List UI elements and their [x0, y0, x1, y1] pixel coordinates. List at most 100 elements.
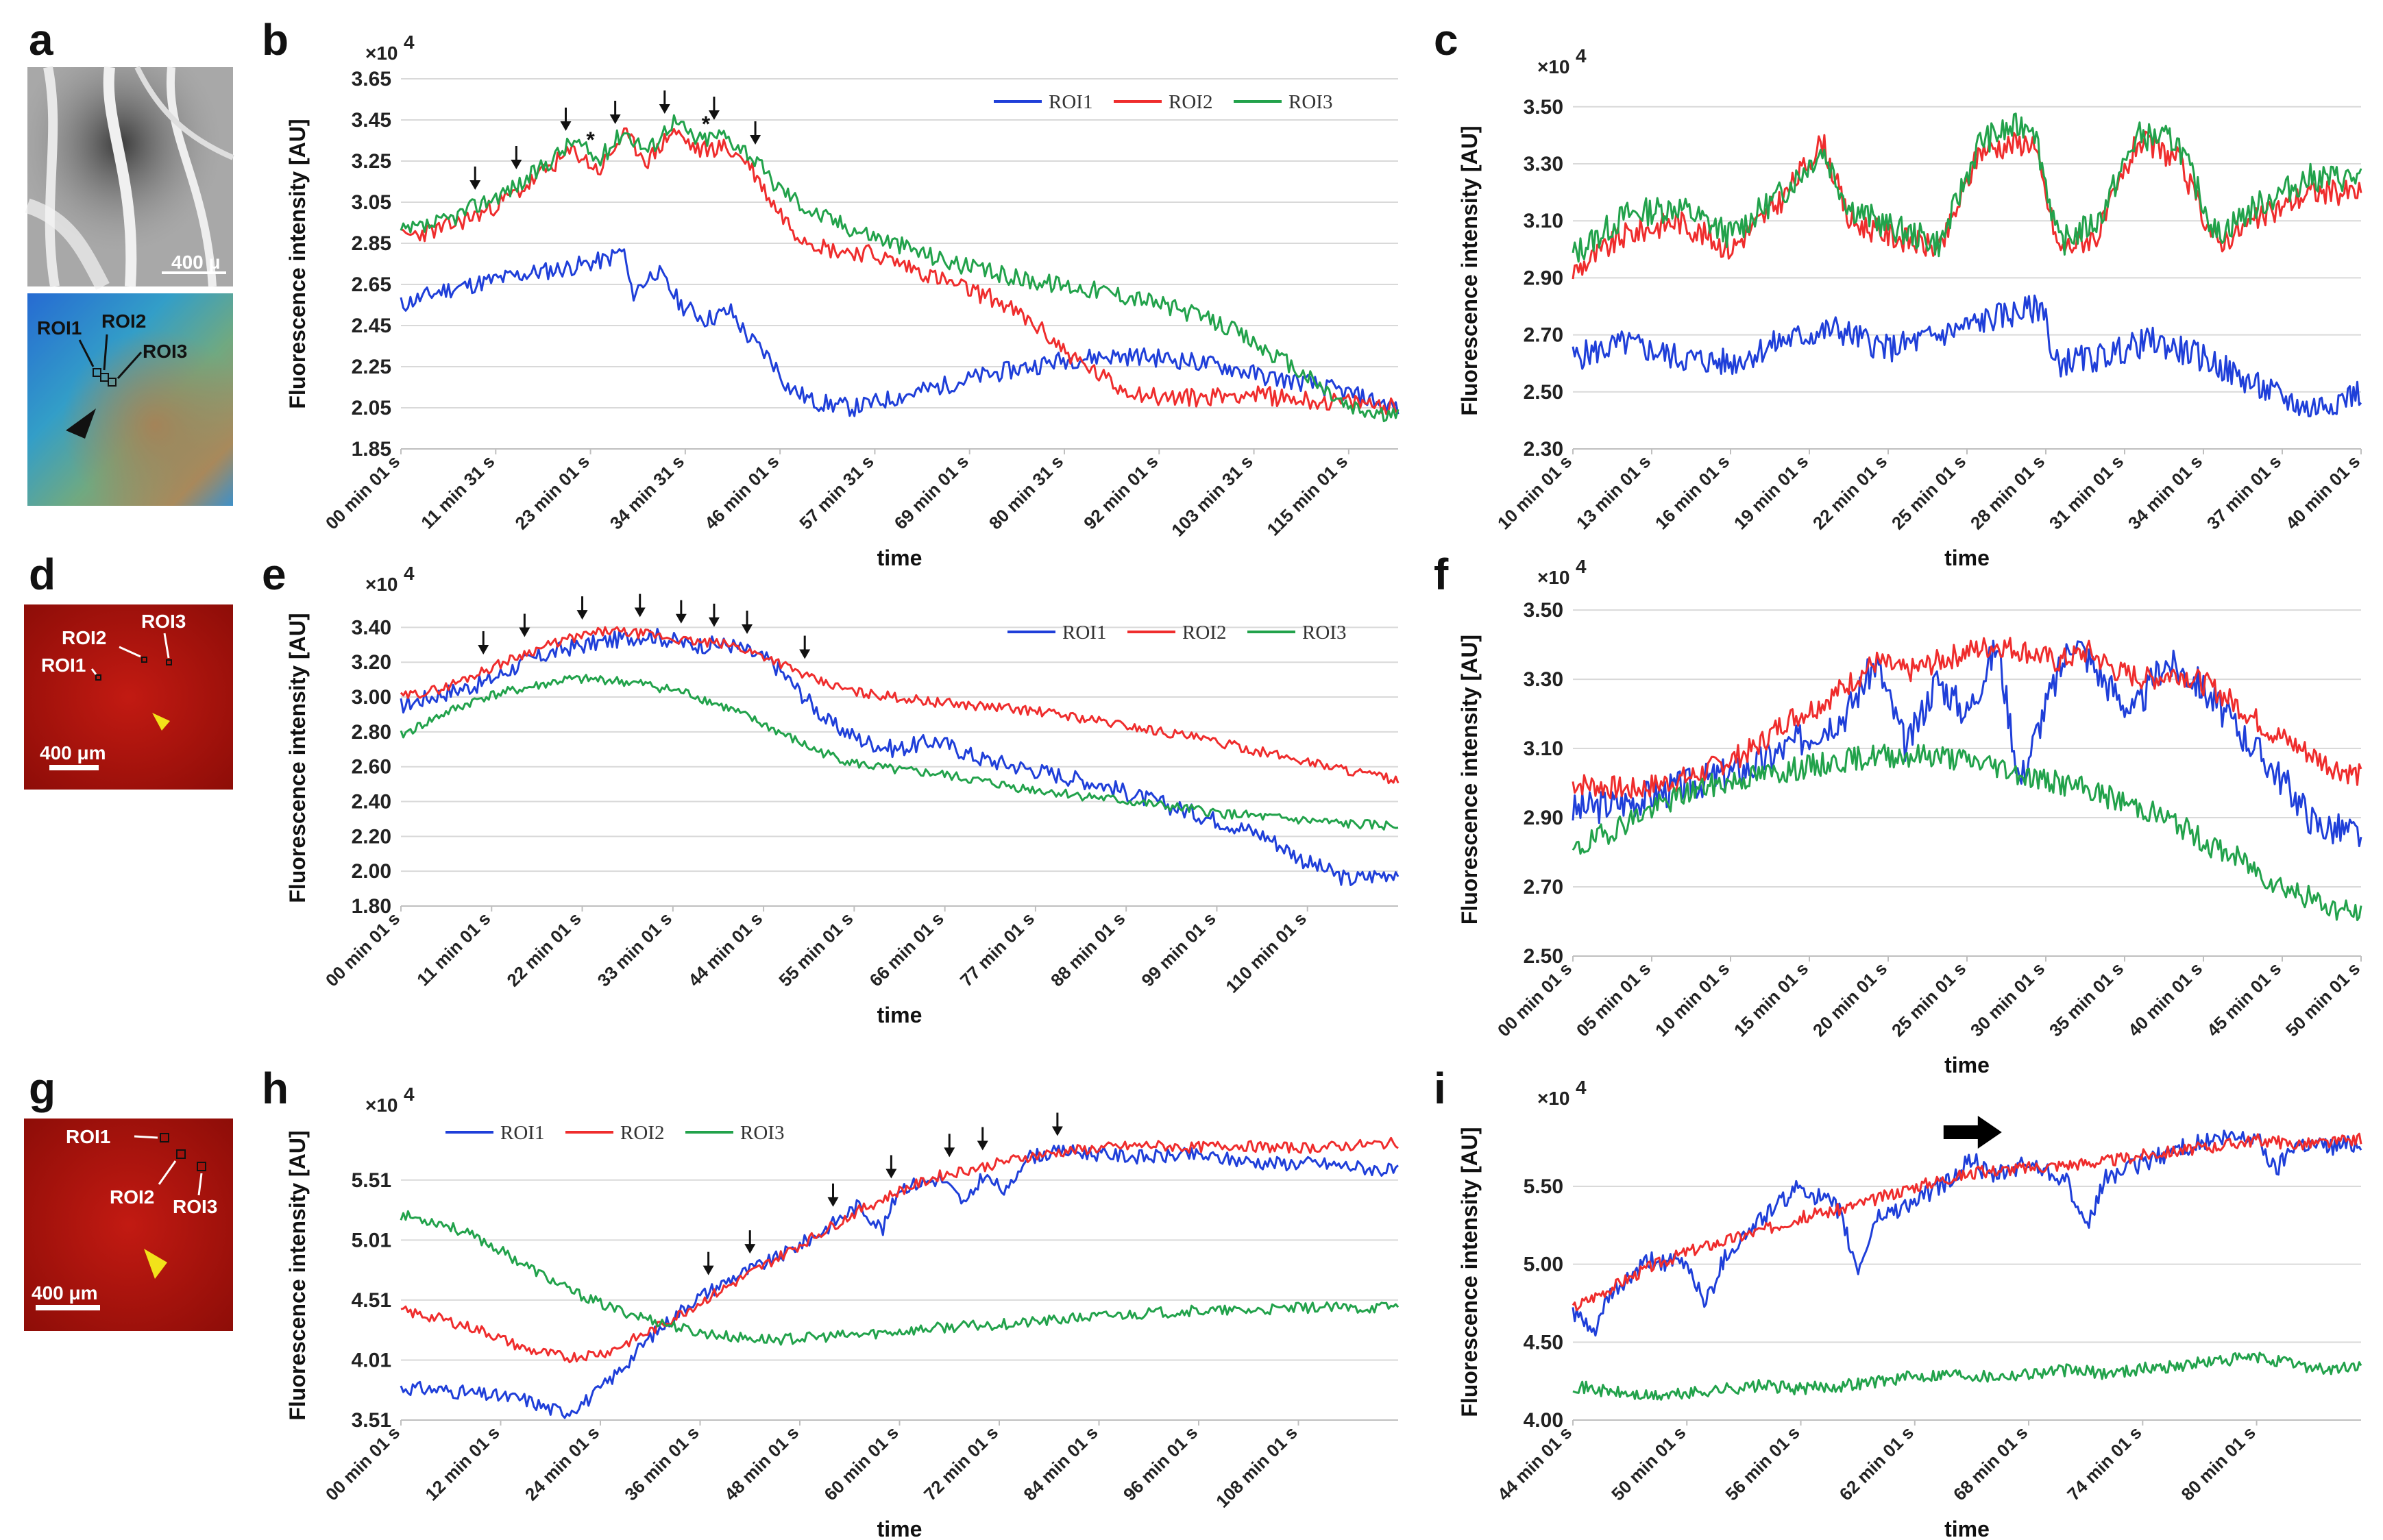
- y-tick-label: 2.90: [1524, 807, 1563, 829]
- y-tick-label: 3.30: [1524, 153, 1563, 175]
- legend-label-roi2: ROI2: [1169, 91, 1212, 113]
- y-tick-label: 3.50: [1524, 599, 1563, 622]
- x-tick-label: 99 min 01 s: [1137, 908, 1219, 990]
- panel-label-g: g: [29, 1064, 56, 1113]
- x-tick-label: 12 min 01 s: [421, 1422, 503, 1504]
- x-tick-label: 13 min 01 s: [1572, 451, 1654, 533]
- y-tick-label: 3.65: [352, 68, 391, 90]
- y-tick-label: 3.05: [352, 191, 391, 214]
- event-arrow-head: [744, 1244, 756, 1254]
- y-axis-label: Fluorescence intensity [AU]: [1457, 1127, 1482, 1417]
- event-arrow-head: [885, 1169, 897, 1179]
- series-line-roi1: [1572, 294, 2362, 417]
- x-axis-label: time: [1944, 1053, 1990, 1077]
- arrowhead-g: [144, 1249, 167, 1279]
- x-tick-label: 34 min 01 s: [2124, 451, 2206, 533]
- x-tick-label: 45 min 01 s: [2203, 958, 2285, 1040]
- y-tick-label: 2.60: [352, 756, 391, 779]
- roi1-label-g: ROI1: [66, 1126, 110, 1147]
- big-arrow-annotation: [1943, 1116, 2002, 1149]
- x-tick-label: 55 min 01 s: [774, 908, 857, 990]
- legend-label-roi3: ROI3: [740, 1122, 784, 1144]
- y-tick-label: 3.51: [352, 1409, 391, 1432]
- legend-label-roi3: ROI3: [1288, 91, 1332, 113]
- x-tick-label: 10 min 01 s: [1493, 451, 1576, 533]
- axis-multiplier-exponent: 4: [404, 563, 415, 584]
- event-arrow-head: [708, 110, 720, 120]
- panel-label-d: d: [29, 550, 56, 599]
- y-tick-label: 2.05: [352, 397, 391, 419]
- micrograph-a-top: 400 μ: [25, 66, 234, 291]
- roi2-label-g: ROI2: [110, 1186, 154, 1208]
- y-tick-label: 5.00: [1524, 1254, 1563, 1276]
- y-tick-label: 2.70: [1524, 876, 1563, 899]
- axis-multiplier: ×10: [365, 574, 398, 595]
- x-tick-label: 68 min 01 s: [1949, 1422, 2031, 1504]
- event-arrow-head: [944, 1147, 955, 1158]
- series-line-roi2: [1572, 1132, 2362, 1312]
- x-tick-label: 72 min 01 s: [920, 1422, 1002, 1504]
- panel-label-f: f: [1434, 550, 1449, 599]
- axis-multiplier-exponent: 4: [1576, 45, 1587, 66]
- y-tick-label: 2.65: [352, 273, 391, 296]
- chart-f: 2.50 2.70 2.90 3.10 3.30 3.50 00 min 01 s05 mi…: [1457, 556, 2364, 1077]
- x-tick-label: 10 min 01 s: [1651, 958, 1733, 1040]
- x-tick-label: 103 min 31 s: [1167, 451, 1257, 541]
- y-tick-label: 2.50: [1524, 945, 1563, 968]
- x-tick-label: 25 min 01 s: [1887, 451, 1970, 533]
- legend-label-roi2: ROI2: [620, 1122, 664, 1144]
- roi3-label-g: ROI3: [173, 1196, 217, 1217]
- event-arrow-head: [659, 104, 670, 114]
- x-tick-label: 22 min 01 s: [1809, 451, 1891, 533]
- event-arrow-head: [977, 1140, 988, 1151]
- scale-text-g: 400 μm: [32, 1282, 98, 1304]
- arrowhead-d: [152, 713, 170, 731]
- y-tick-label: 3.20: [352, 651, 391, 674]
- series-line-roi3: [400, 674, 1399, 831]
- x-tick-label: 69 min 01 s: [890, 451, 973, 533]
- series-line-roi2: [400, 1136, 1399, 1364]
- x-tick-label: 31 min 01 s: [2045, 451, 2127, 533]
- roi3-box-a: [108, 378, 117, 387]
- series-line-roi1: [400, 1144, 1399, 1419]
- y-axis-label: Fluorescence intensity [AU]: [285, 1130, 310, 1420]
- event-arrow-head: [750, 135, 761, 145]
- legend-label-roi1: ROI1: [1049, 91, 1092, 113]
- x-tick-label: 00 min 01 s: [321, 908, 404, 990]
- series-line-roi2: [400, 626, 1400, 785]
- y-tick-label: 2.80: [352, 721, 391, 744]
- y-tick-label: 2.85: [352, 232, 391, 255]
- y-tick-label: 3.45: [352, 109, 391, 132]
- series-line-roi1: [1572, 639, 2362, 848]
- x-tick-label: 20 min 01 s: [1809, 958, 1891, 1040]
- y-tick-label: 2.45: [352, 315, 391, 337]
- x-tick-label: 15 min 01 s: [1730, 958, 1812, 1040]
- panel-label-a: a: [29, 15, 53, 64]
- x-tick-label: 28 min 01 s: [1966, 451, 2049, 533]
- panel-label-c: c: [1434, 15, 1458, 64]
- series-line-roi1: [1572, 1129, 2362, 1337]
- roi1-pointer-a: [78, 339, 95, 367]
- legend-label-roi3: ROI3: [1302, 622, 1346, 644]
- y-tick-label: 4.00: [1524, 1409, 1563, 1432]
- roi3-pointer-a: [117, 351, 143, 380]
- series-line-roi3: [400, 114, 1400, 423]
- roi3-label-d: ROI3: [141, 611, 186, 632]
- arrowhead-a: [66, 408, 96, 439]
- series-line-roi2: [1572, 130, 2362, 280]
- y-axis-label: Fluorescence intensity [AU]: [1457, 125, 1482, 415]
- x-tick-label: 88 min 01 s: [1047, 908, 1129, 990]
- fluorescence-image-d: ROI2 ROI3 ROI1 400 μm: [24, 604, 233, 790]
- fluorescence-image-g: ROI1 ROI2 ROI3 400 μm: [24, 1119, 233, 1331]
- x-tick-label: 44 min 01 s: [684, 908, 766, 990]
- series-line-roi3: [1572, 744, 2362, 922]
- x-tick-label: 80 min 31 s: [985, 451, 1067, 533]
- x-tick-label: 34 min 31 s: [606, 451, 688, 533]
- panel-label-i: i: [1434, 1064, 1446, 1113]
- x-tick-label: 56 min 01 s: [1721, 1422, 1803, 1504]
- x-tick-label: 115 min 01 s: [1263, 451, 1352, 540]
- chart-i: 4.00 4.50 5.00 5.50 44 min 01 s 50 min 01 s 56…: [1457, 1077, 2362, 1540]
- roi2-label-d: ROI2: [62, 627, 106, 648]
- event-arrow-head: [708, 617, 720, 627]
